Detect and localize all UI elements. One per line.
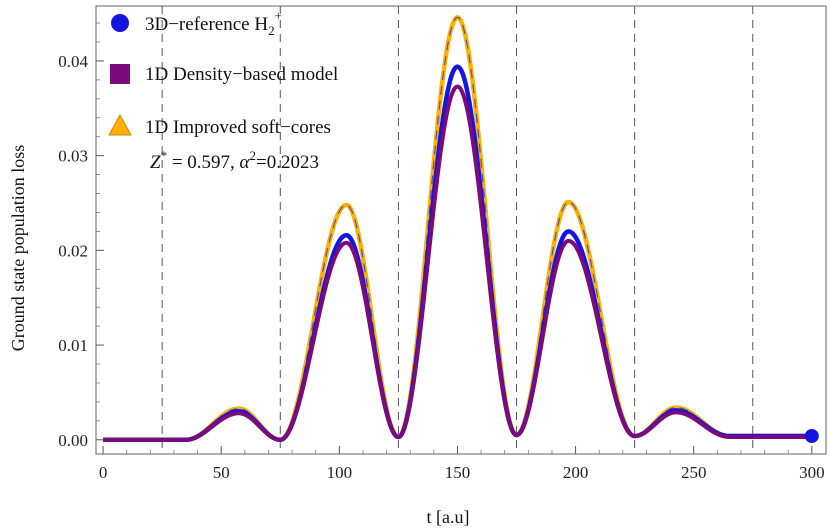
legend-label-improved-soft-cores: 1D Improved soft−cores — [145, 117, 331, 138]
x-tick-label: 0 — [99, 463, 108, 482]
y-axis-label: Ground state population loss — [8, 145, 28, 351]
legend-label-3d-reference: 3D−reference H2+ — [145, 8, 282, 38]
series-line — [102, 84, 813, 442]
vertical-dashed-lines — [161, 6, 754, 454]
legend: 3D−reference H2+ 1D Density−based model … — [108, 8, 338, 138]
y-tick-label: 0.01 — [58, 336, 88, 355]
x-tick-label: 300 — [799, 463, 825, 482]
x-tick-label: 100 — [327, 463, 353, 482]
x-tick-label: 50 — [213, 463, 230, 482]
x-axis-label: t [a.u] — [427, 507, 470, 527]
y-tick-label: 0.03 — [58, 147, 88, 166]
legend-label-density-model: 1D Density−based model — [145, 64, 338, 85]
x-tick-label: 250 — [681, 463, 707, 482]
legend-marker-circle — [111, 14, 129, 32]
series-layer — [102, 15, 819, 444]
legend-marker-square — [110, 64, 130, 84]
parameter-annotation: Z* = 0.597, α2=0.2023 — [150, 148, 319, 173]
y-tick-label: 0.00 — [58, 431, 88, 450]
plot-frame — [95, 5, 827, 455]
axis-ticks: 0 50 100 150 200 250 300 0.00 0.01 0.02 0.03 0.04 — [58, 22, 825, 482]
y-tick-label: 0.02 — [58, 241, 88, 260]
legend-marker-triangle — [108, 113, 132, 136]
x-tick-label: 200 — [563, 463, 589, 482]
series-endpoint-marker — [804, 429, 819, 444]
y-tick-label: 0.04 — [58, 52, 88, 71]
x-tick-label: 150 — [445, 463, 471, 482]
